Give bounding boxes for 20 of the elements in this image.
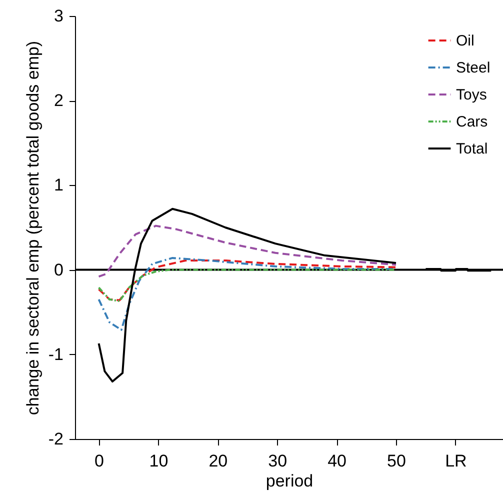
legend-label: Steel — [456, 60, 490, 76]
legend-label: Cars — [456, 114, 488, 130]
x-tick-label: 10 — [149, 452, 168, 470]
y-axis-title: change in sectoral emp (percent total goods emp) — [23, 40, 42, 416]
y-tick-label: 1 — [54, 176, 64, 195]
x-tick-label: 0 — [94, 452, 104, 470]
legend-label: Total — [456, 140, 488, 158]
legend-label: Toys — [456, 86, 487, 104]
x-tick-label: 50 — [387, 452, 406, 470]
y-tick-label: 3 — [54, 6, 64, 26]
y-tick-label: 2 — [54, 91, 64, 110]
x-tick-label: 20 — [208, 452, 228, 470]
x-tick-label: LR — [445, 452, 467, 470]
x-tick-label: 40 — [328, 452, 347, 470]
legend-label: Oil — [456, 32, 474, 50]
y-tick-label: 0 — [54, 260, 64, 280]
x-axis-title: period — [266, 472, 314, 490]
x-tick-label: 30 — [268, 452, 288, 470]
y-tick-label: -1 — [48, 344, 64, 364]
y-tick-label: -2 — [48, 430, 64, 448]
